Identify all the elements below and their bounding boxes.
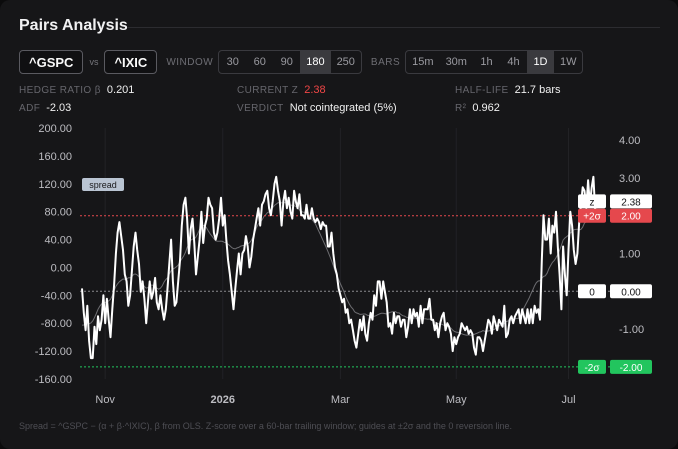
- left-axis-tick: -40.00: [41, 290, 72, 302]
- stat-r-squared: R² 0.962: [455, 102, 500, 114]
- current-z-tag-label: z: [590, 197, 595, 208]
- half-life-value: 21.7 bars: [514, 84, 561, 96]
- stat-current-z: CURRENT Z 2.38: [237, 84, 326, 96]
- left-axis-tick: 160.00: [38, 151, 72, 163]
- left-axis-tick: 40.00: [44, 235, 72, 247]
- stat-half-life: HALF-LIFE 21.7 bars: [455, 84, 561, 96]
- current-z-value-box: [610, 194, 652, 209]
- right-axis-tick: 4.00: [619, 135, 640, 147]
- current-z-value: 2.38: [621, 197, 641, 208]
- bars-option-1h[interactable]: 1h: [480, 56, 493, 68]
- left-axis-tick: 0.00: [51, 262, 72, 274]
- upper-guide-tag-label: +2σ: [583, 212, 601, 223]
- left-axis-tick: 120.00: [38, 179, 72, 191]
- window-option-250[interactable]: 250: [336, 56, 355, 68]
- upper-guide-tag: [578, 208, 606, 223]
- stat-hedge-ratio: HEDGE RATIO β 0.201: [19, 84, 134, 96]
- lower-guide-value-box: [610, 359, 652, 374]
- left-axis-tick: -80.00: [41, 318, 72, 330]
- bars-option-15m[interactable]: 15m: [412, 56, 434, 68]
- x-axis-tick: Mar: [331, 394, 350, 406]
- current-z-tag: [578, 194, 606, 209]
- zero-guide-tag: [578, 284, 606, 299]
- window-option-180[interactable]: 180: [300, 51, 331, 73]
- bars-option-30m[interactable]: 30m: [445, 56, 467, 68]
- left-axis-tick: 200.00: [38, 123, 72, 135]
- right-axis-tick: 3.00: [619, 173, 640, 185]
- x-axis-tick: Nov: [95, 394, 115, 406]
- hedge-ratio-value: 0.201: [106, 84, 135, 96]
- controls-bar: ^GSPC vs ^IXIC WINDOW 30 60 90 180 250 B…: [19, 50, 584, 74]
- hedge-ratio-label: HEDGE RATIO β: [19, 85, 101, 96]
- bars-option-1d[interactable]: 1D: [526, 51, 554, 73]
- current-z-label: CURRENT Z: [237, 85, 299, 96]
- symbol-b-field[interactable]: ^IXIC: [104, 50, 158, 74]
- upper-guide-value-box: [610, 208, 652, 223]
- stat-adf: ADF -2.03: [19, 102, 71, 114]
- upper-guide-value: 2.00: [621, 212, 641, 223]
- bars-option-4h[interactable]: 4h: [507, 56, 520, 68]
- x-axis-tick: Jul: [561, 394, 575, 406]
- page-title: Pairs Analysis: [19, 17, 128, 34]
- spread-chart[interactable]: 200.00 160.00 120.00 80.00 40.00 0.00 -40.00 -8…: [0, 120, 678, 415]
- verdict-label: VERDICT: [237, 103, 284, 114]
- verdict-value: Not cointegrated (5%): [289, 102, 397, 114]
- lower-guide-value: -2.00: [620, 363, 643, 374]
- bars-selector: 15m 30m 1h 4h 1D 1W: [405, 50, 584, 74]
- r-squared-value: 0.962: [472, 102, 500, 114]
- window-option-60[interactable]: 60: [253, 56, 266, 68]
- x-axis-tick: May: [446, 394, 467, 406]
- title-divider: [128, 27, 660, 28]
- lower-guide-tag-label: -2σ: [584, 363, 600, 374]
- zero-guide-value: 0.00: [621, 287, 641, 298]
- window-label: WINDOW: [166, 56, 214, 68]
- right-axis-tick: -1.00: [619, 324, 644, 336]
- vs-label: vs: [89, 57, 99, 67]
- window-option-30[interactable]: 30: [226, 56, 239, 68]
- bars-label: BARS: [370, 56, 401, 68]
- zero-guide-tag-label: 0: [589, 287, 595, 298]
- zero-guide-value-box: [610, 284, 652, 299]
- spread-line: [81, 175, 598, 360]
- bars-option-1w[interactable]: 1W: [559, 56, 577, 68]
- right-axis-tick: 1.00: [619, 249, 640, 261]
- adf-value: -2.03: [46, 102, 72, 114]
- left-axis-tick: -120.00: [35, 346, 72, 358]
- symbol-a-field[interactable]: ^GSPC: [19, 50, 84, 74]
- r-squared-label: R²: [455, 103, 467, 114]
- half-life-label: HALF-LIFE: [455, 85, 509, 96]
- window-selector: 30 60 90 180 250: [218, 50, 362, 74]
- series-badge: [82, 178, 124, 191]
- left-axis-tick: -160.00: [35, 374, 72, 386]
- left-axis-tick: 80.00: [44, 207, 72, 219]
- adf-label: ADF: [19, 103, 41, 114]
- window-option-90[interactable]: 90: [280, 56, 293, 68]
- stat-verdict: VERDICT Not cointegrated (5%): [237, 102, 397, 114]
- footnote: Spread = ^GSPC − (α + β·^IXIC), β from O…: [19, 421, 512, 431]
- lower-guide-tag: [578, 359, 606, 374]
- x-axis-tick: 2026: [211, 394, 235, 406]
- current-z-value: 2.38: [304, 84, 326, 96]
- series-badge-label: spread: [89, 180, 117, 190]
